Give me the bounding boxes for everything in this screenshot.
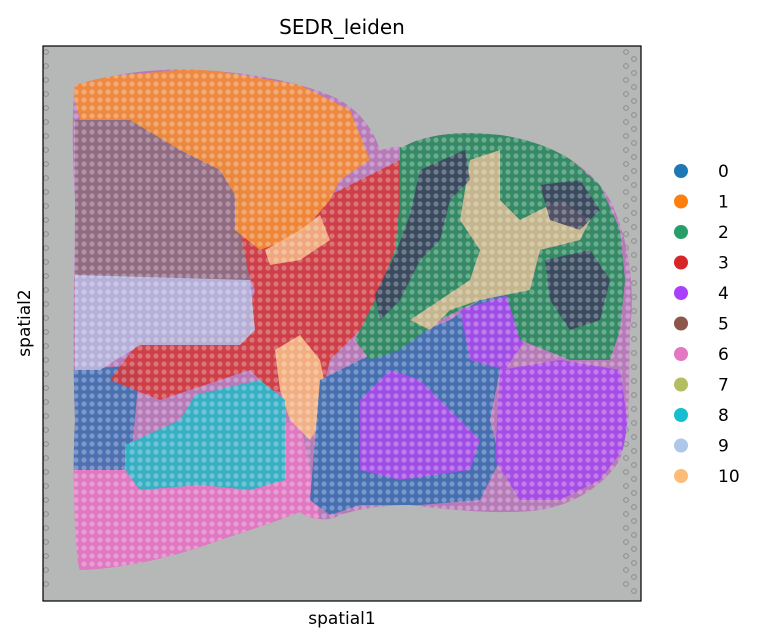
fiducial-spot (623, 581, 629, 587)
fiducial-spot (631, 84, 637, 90)
fiducial-spot (631, 98, 637, 104)
tissue-section (72, 69, 632, 570)
legend-label-8: 8 (718, 406, 729, 426)
fiducial-spot (631, 392, 637, 398)
fiducial-spot (623, 119, 629, 125)
fiducial-spot (631, 420, 637, 426)
legend-label-9: 9 (718, 437, 729, 457)
fiducial-spot (631, 490, 637, 496)
fiducial-spot (623, 49, 629, 55)
fiducial-spot (631, 504, 637, 510)
fiducial-spot (623, 147, 629, 153)
fiducial-spot (623, 63, 629, 69)
legend-label-2: 2 (718, 223, 729, 243)
fiducial-spot (631, 182, 637, 188)
fiducial-spot (631, 378, 637, 384)
fiducial-spot (631, 154, 637, 160)
fiducial-spot (631, 56, 637, 62)
fiducial-spot (631, 322, 637, 328)
legend-marker-6 (674, 347, 688, 361)
fiducial-spot (631, 70, 637, 76)
legend-label-0: 0 (718, 162, 729, 182)
chart-title: SEDR_leiden (279, 15, 405, 39)
legend-marker-8 (674, 408, 688, 422)
fiducial-spot (623, 217, 629, 223)
x-axis-label: spatial1 (308, 609, 375, 629)
fiducial-spot (623, 455, 629, 461)
fiducial-spot (623, 161, 629, 167)
fiducial-spot (631, 364, 637, 370)
fiducial-spot (631, 532, 637, 538)
legend-marker-5 (674, 316, 688, 331)
y-axis-label: spatial2 (15, 289, 35, 356)
fiducial-spot (623, 567, 629, 573)
fiducial-spot (623, 77, 629, 83)
fiducial-spot (631, 168, 637, 174)
legend: 0 1 2 3 4 5 6 7 8 9 10 (674, 162, 740, 487)
fiducial-spot (631, 196, 637, 202)
fiducial-spot (623, 525, 629, 531)
fiducial-spot (631, 336, 637, 342)
fiducial-spot (631, 280, 637, 286)
fiducial-spot (623, 553, 629, 559)
legend-label-7: 7 (718, 376, 729, 396)
fiducial-spot (631, 518, 637, 524)
fiducial-spot (623, 133, 629, 139)
fiducial-spot (631, 560, 637, 566)
plot-frame (42, 45, 642, 602)
fiducial-spot (623, 91, 629, 97)
fiducial-spot (623, 483, 629, 489)
legend-label-4: 4 (718, 284, 729, 304)
fiducial-spot (623, 189, 629, 195)
plot-area (42, 45, 642, 602)
fiducial-spot (631, 434, 637, 440)
fiducial-spot (631, 140, 637, 146)
legend-marker-9 (674, 438, 688, 453)
fiducial-spot (623, 539, 629, 545)
legend-marker-2 (674, 225, 688, 239)
legend-label-10: 10 (718, 467, 740, 487)
fiducial-spot (631, 238, 637, 244)
fiducial-spot (623, 231, 629, 237)
legend-marker-0 (674, 164, 688, 178)
fiducial-spot (631, 266, 637, 272)
fiducial-spot (631, 224, 637, 230)
fiducial-spot (631, 406, 637, 412)
fiducial-spot (623, 497, 629, 503)
fiducial-spot (631, 350, 637, 356)
fiducial-spot (623, 105, 629, 111)
fiducial-spot (623, 203, 629, 209)
fiducial-spot (631, 308, 637, 314)
legend-marker-1 (674, 194, 688, 209)
fiducial-spot (623, 175, 629, 181)
legend-marker-7 (674, 377, 688, 392)
fiducial-spot (631, 574, 637, 580)
legend-label-6: 6 (718, 345, 729, 365)
fiducial-spot (631, 210, 637, 216)
legend-label-3: 3 (718, 254, 729, 274)
legend-label-1: 1 (718, 193, 729, 213)
legend-marker-10 (674, 469, 688, 483)
fiducial-spot (631, 448, 637, 454)
fiducial-spot (631, 588, 637, 594)
fiducial-spot (631, 476, 637, 482)
legend-marker-4 (674, 286, 688, 300)
fiducial-spot (623, 469, 629, 475)
fiducial-spot (631, 126, 637, 132)
fiducial-spot (631, 252, 637, 258)
legend-label-5: 5 (718, 315, 729, 335)
fiducial-spot (631, 462, 637, 468)
legend-marker-3 (674, 255, 688, 270)
fiducial-spot (631, 546, 637, 552)
fiducial-spot (631, 112, 637, 118)
fiducial-spot (623, 511, 629, 517)
